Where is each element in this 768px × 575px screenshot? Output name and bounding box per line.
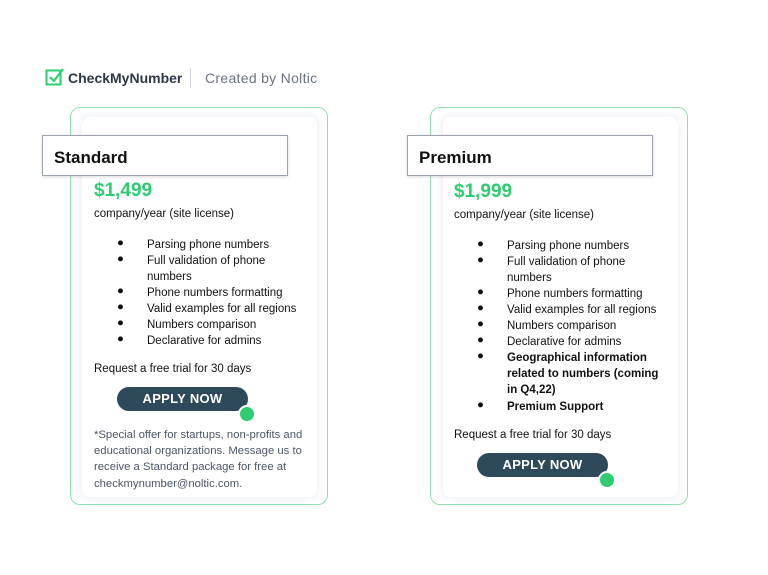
bullet: ●	[477, 318, 484, 330]
feature: Premium Support	[507, 401, 604, 413]
bullet: ●	[477, 238, 484, 250]
logo-icon	[45, 68, 64, 86]
divider	[190, 68, 191, 88]
period: company/year (site license)	[454, 209, 594, 221]
price: $1,499	[94, 180, 153, 201]
feature: Full validation of phone numbers	[507, 256, 626, 285]
cursor-icon	[598, 471, 616, 489]
bullet: ●	[117, 317, 124, 329]
apply-button[interactable]: APPLY NOW	[117, 387, 248, 411]
bullet: ●	[477, 254, 484, 266]
bullet: ●	[477, 399, 484, 411]
feature: Parsing phone numbers	[147, 239, 270, 251]
card	[443, 117, 678, 497]
card	[82, 117, 317, 497]
feature: Phone numbers formatting	[507, 288, 643, 300]
feature: Full validation of phone numbers	[147, 255, 266, 284]
card-border	[430, 107, 688, 505]
feature: Declarative for admins	[147, 335, 262, 347]
trial-text: Request a free trial for 30 days	[94, 363, 252, 375]
bullet: ●	[477, 350, 484, 362]
cursor-icon	[238, 405, 256, 423]
feature: Declarative for admins	[507, 336, 622, 348]
bullet: ●	[477, 286, 484, 298]
plan-name: Premium	[407, 135, 653, 176]
plan-name: Standard	[42, 135, 288, 176]
feature: Parsing phone numbers	[507, 240, 630, 252]
feature: Numbers comparison	[147, 319, 257, 331]
credit: Created by Noltic	[205, 70, 318, 86]
bullet: ●	[477, 334, 484, 346]
bullet: ●	[117, 285, 124, 297]
bullet: ●	[117, 237, 124, 249]
note: *Special offer for startups, non-profits…	[94, 429, 303, 490]
trial-text: Request a free trial for 30 days	[454, 429, 612, 441]
apply-button[interactable]: APPLY NOW	[477, 453, 608, 477]
feature: Numbers comparison	[507, 320, 617, 332]
feature: Valid examples for all regions	[147, 303, 297, 315]
brand: CheckMyNumber	[68, 70, 183, 86]
feature: Geographical information related to numb…	[507, 352, 659, 397]
bullet: ●	[117, 333, 124, 345]
bullet: ●	[477, 302, 484, 314]
bullet: ●	[117, 301, 124, 313]
feature: Phone numbers formatting	[147, 287, 283, 299]
period: company/year (site license)	[94, 208, 234, 220]
bullet: ●	[117, 253, 124, 265]
price: $1,999	[454, 181, 513, 202]
feature: Valid examples for all regions	[507, 304, 657, 316]
card-border	[70, 107, 328, 505]
